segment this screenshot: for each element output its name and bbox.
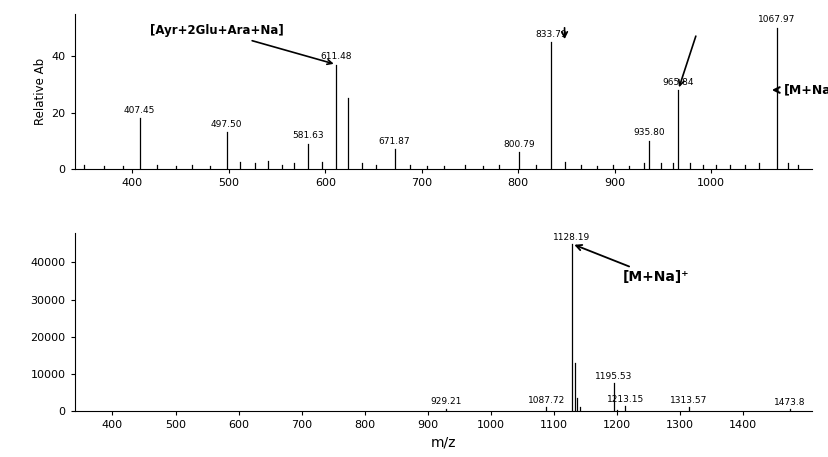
Text: 497.50: 497.50 bbox=[210, 120, 242, 129]
Text: 671.87: 671.87 bbox=[378, 137, 410, 146]
Text: [M+Na-OAc]⁺: [M+Na-OAc]⁺ bbox=[782, 84, 828, 96]
Text: 929.21: 929.21 bbox=[430, 398, 461, 406]
Text: 1128.19: 1128.19 bbox=[552, 233, 590, 242]
Text: 1473.8: 1473.8 bbox=[773, 398, 804, 407]
Text: 1067.97: 1067.97 bbox=[757, 16, 794, 24]
X-axis label: m/z: m/z bbox=[431, 436, 455, 450]
Text: 1313.57: 1313.57 bbox=[669, 396, 706, 405]
Text: 965.84: 965.84 bbox=[662, 78, 693, 87]
Text: 611.48: 611.48 bbox=[320, 52, 352, 61]
Text: 581.63: 581.63 bbox=[291, 131, 323, 140]
Text: 935.80: 935.80 bbox=[633, 128, 664, 138]
Text: 1195.53: 1195.53 bbox=[595, 372, 632, 381]
Text: [M+Na]⁺: [M+Na]⁺ bbox=[575, 245, 689, 284]
Text: 1087.72: 1087.72 bbox=[527, 396, 564, 405]
Text: 833.79: 833.79 bbox=[534, 30, 566, 38]
Text: [Ayr+2Glu+Ara+Na]: [Ayr+2Glu+Ara+Na] bbox=[150, 24, 331, 64]
Text: 407.45: 407.45 bbox=[124, 106, 155, 115]
Y-axis label: Relative Ab: Relative Ab bbox=[34, 58, 47, 125]
Text: 1213.15: 1213.15 bbox=[606, 395, 643, 404]
Text: 800.79: 800.79 bbox=[503, 140, 534, 149]
